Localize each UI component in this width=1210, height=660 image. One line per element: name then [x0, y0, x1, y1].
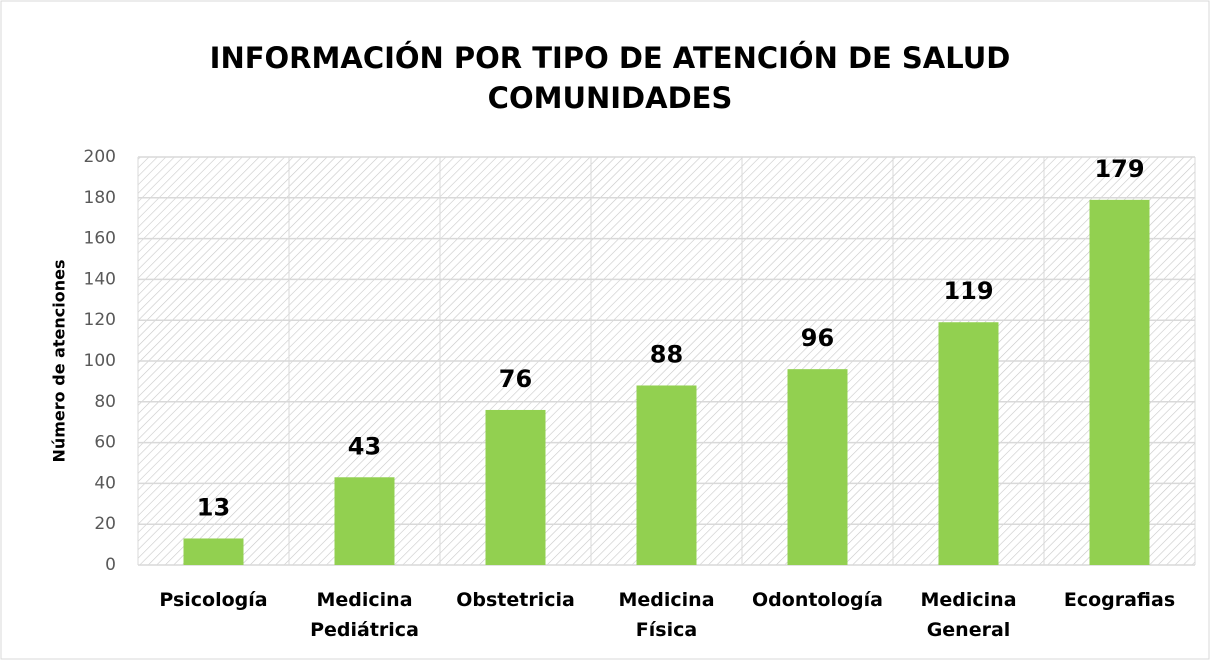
y-tick-label: 100: [84, 351, 116, 371]
y-tick-label: 140: [84, 269, 116, 289]
chart-title: INFORMACIÓN POR TIPO DE ATENCIÓN DE SALU…: [209, 41, 1011, 115]
y-tick-label: 40: [94, 473, 116, 493]
y-tick-label: 160: [84, 229, 116, 249]
bar: [938, 322, 999, 565]
bar: [1089, 199, 1150, 565]
y-tick-label: 200: [84, 147, 116, 167]
y-tick-label: 180: [84, 188, 116, 208]
bar: [183, 538, 244, 565]
data-label: 76: [499, 365, 532, 393]
x-tick-label: Psicología: [159, 589, 268, 611]
data-label: 179: [1094, 155, 1144, 183]
data-label: 88: [650, 340, 683, 368]
y-axis-label: Número de atenciones: [50, 259, 69, 462]
x-tick-label: Medicina Pediátrica: [310, 589, 419, 641]
y-tick-label: 0: [105, 555, 116, 575]
bar: [485, 409, 546, 565]
x-tick-label: Medicina General: [920, 589, 1017, 641]
data-label: 43: [348, 432, 381, 460]
bar: [787, 369, 848, 565]
y-tick-label: 60: [94, 433, 116, 453]
x-tick-label: Ecografias: [1063, 589, 1176, 611]
bar: [334, 477, 395, 565]
x-tick-label: Odontología: [752, 589, 883, 611]
y-tick-label: 80: [94, 392, 116, 412]
x-tick-label: Medicina Física: [618, 589, 715, 641]
bar: [636, 385, 697, 565]
data-label: 96: [801, 324, 834, 352]
data-label: 13: [197, 493, 230, 521]
y-tick-label: 120: [84, 310, 116, 330]
y-tick-label: 20: [94, 514, 116, 534]
x-tick-label: Obstetricia: [456, 589, 575, 611]
data-label: 119: [943, 277, 993, 305]
